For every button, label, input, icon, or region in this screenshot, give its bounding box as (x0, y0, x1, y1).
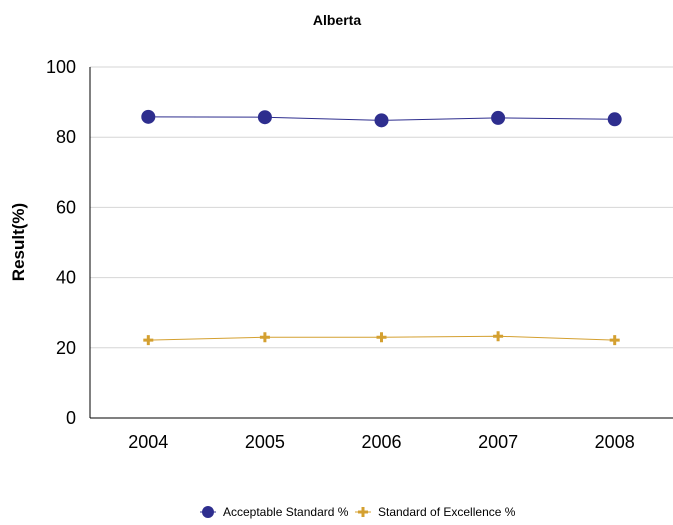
x-tick-label: 2006 (361, 432, 401, 452)
axis-layer: 0 20 40 60 80 100 2004 2005 2006 2007 2008 (46, 57, 673, 452)
data-point (257, 110, 272, 125)
y-tick-label: 0 (66, 408, 76, 428)
legend-marker (202, 506, 214, 518)
data-point (607, 112, 622, 127)
legend-label: Standard of Excellence % (378, 505, 516, 519)
y-tick-label: 40 (56, 268, 76, 288)
x-tick-label: 2005 (245, 432, 285, 452)
y-tick-label: 60 (56, 197, 76, 217)
legend-item: Standard of Excellence % (355, 505, 516, 519)
legend-item: Acceptable Standard % (200, 505, 349, 519)
x-tick-label: 2008 (595, 432, 635, 452)
series-layer (141, 109, 622, 346)
y-tick-label: 100 (46, 57, 76, 77)
data-point (493, 331, 504, 342)
x-tick-label: 2007 (478, 432, 518, 452)
y-axis-label: Result(%) (9, 203, 28, 281)
series-1 (141, 109, 622, 128)
data-point (609, 335, 620, 346)
grid-layer (90, 66, 673, 349)
legend: Acceptable Standard % Standard of Excelle… (200, 505, 516, 519)
data-point (259, 332, 270, 343)
data-point (143, 335, 154, 346)
y-tick-label: 80 (56, 127, 76, 147)
x-tick-label: 2004 (128, 432, 168, 452)
y-tick-label: 20 (56, 338, 76, 358)
data-point (141, 109, 156, 124)
legend-label: Acceptable Standard % (223, 505, 349, 519)
data-point (374, 113, 389, 128)
series-2 (143, 331, 620, 346)
data-point (491, 110, 506, 125)
legend-marker (358, 507, 368, 517)
chart-title: Alberta (313, 12, 361, 28)
data-point (376, 332, 387, 343)
